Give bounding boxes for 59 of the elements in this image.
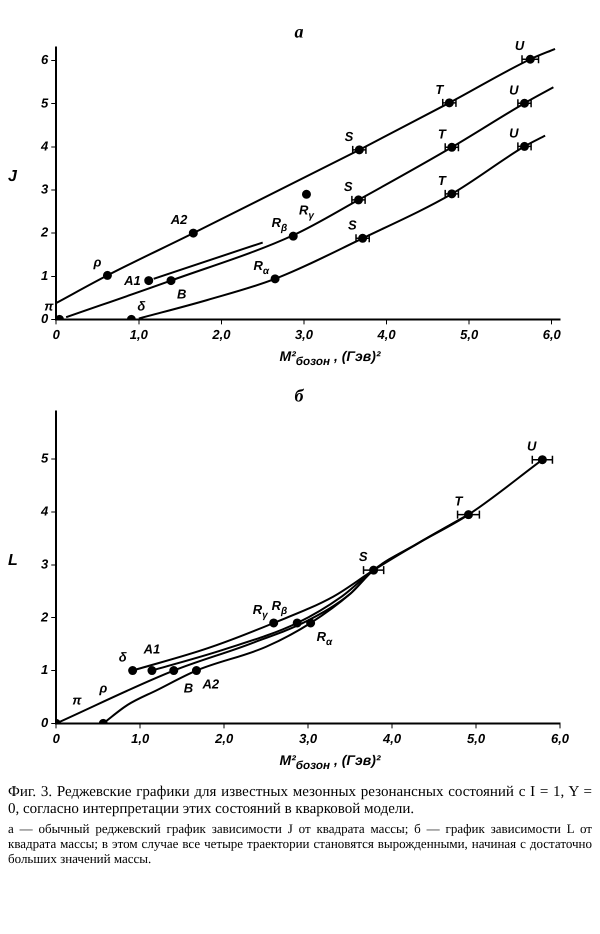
y-tick-label: 1 <box>40 662 48 677</box>
y-tick-label: 0 <box>40 714 49 730</box>
annotation: π <box>72 692 82 708</box>
chart-title: б <box>294 385 305 406</box>
annotation: T <box>438 126 447 142</box>
annotation: U <box>509 82 520 98</box>
annotation: B <box>184 680 194 696</box>
text: Фиг. 3. Реджевские графики для известных мезонных резонансных состояний с I = 1, Y = 0, согласно интерпретации этих состояний в кварковой модели. <box>8 784 592 818</box>
y-axis-title: J <box>8 168 17 186</box>
y-axis-title: L <box>8 552 18 570</box>
annotation: B <box>177 286 186 302</box>
y-tick-label: 5 <box>40 450 49 466</box>
x-tick-label: 2,0 <box>211 326 232 342</box>
y-tick-label: 3 <box>40 556 49 572</box>
annotation: U <box>514 38 525 54</box>
x-axis-title: M²$_{бозон}$ , (Гэв)² <box>278 752 382 772</box>
x-tick-label: 3,0 <box>299 730 318 746</box>
annotation: ρ <box>92 254 102 270</box>
x-tick-label: 6,0 <box>542 326 562 342</box>
y-tick-label: 5 <box>40 95 49 110</box>
x-axis-title: M²$_{бозон}$ , (Гэв)² <box>278 348 382 368</box>
annotation: T <box>454 493 464 508</box>
x-tick-label: 0 <box>52 326 61 342</box>
annotation: δ <box>137 298 146 314</box>
x-tick-label: 5,0 <box>467 730 486 746</box>
y-tick-label: 6 <box>40 52 49 68</box>
annotation: ρ <box>98 680 108 696</box>
y-tick-label: 4 <box>40 138 49 154</box>
y-tick-label: 0 <box>40 310 49 326</box>
chart-title: а <box>294 21 304 42</box>
annotation: S <box>344 128 354 144</box>
text: а — обычный реджевский график зависимости J от квадрата массы; б — график зависимости L от квадрата массы; в этом случае все четыре траектории становятся вырожденными, начиная с достаточно больших значений массы. <box>8 821 592 867</box>
annotation: S <box>358 548 368 564</box>
annotation: U <box>509 125 520 140</box>
x-tick-label: 4,0 <box>376 326 396 342</box>
annotation: δ <box>118 649 127 664</box>
annotation: T <box>435 82 444 97</box>
x-tick-label: 5,0 <box>460 326 479 342</box>
x-tick-label: 2,0 <box>214 730 234 746</box>
x-tick-label: 3,0 <box>294 326 314 342</box>
annotation: A2 <box>170 212 188 228</box>
annotation: T <box>438 172 447 188</box>
x-tick-label: 1,0 <box>130 326 149 342</box>
annotation: A1 <box>123 273 141 288</box>
x-tick-label: 4,0 <box>382 730 402 746</box>
annotation: π <box>44 298 54 314</box>
y-tick-label: 2 <box>40 224 49 240</box>
y-tick-label: 2 <box>40 609 49 624</box>
y-tick-label: 1 <box>40 268 48 283</box>
y-tick-label: 3 <box>40 182 49 197</box>
annotation: S <box>348 217 357 232</box>
annotation: A2 <box>201 676 220 692</box>
x-tick-label: 0 <box>52 730 61 746</box>
annotation: A1 <box>142 641 160 656</box>
annotation: U <box>526 438 537 454</box>
annotation: S <box>344 178 353 194</box>
x-tick-label: 1,0 <box>131 730 150 746</box>
y-tick-label: 4 <box>40 503 49 518</box>
x-tick-label: 6,0 <box>550 730 570 746</box>
